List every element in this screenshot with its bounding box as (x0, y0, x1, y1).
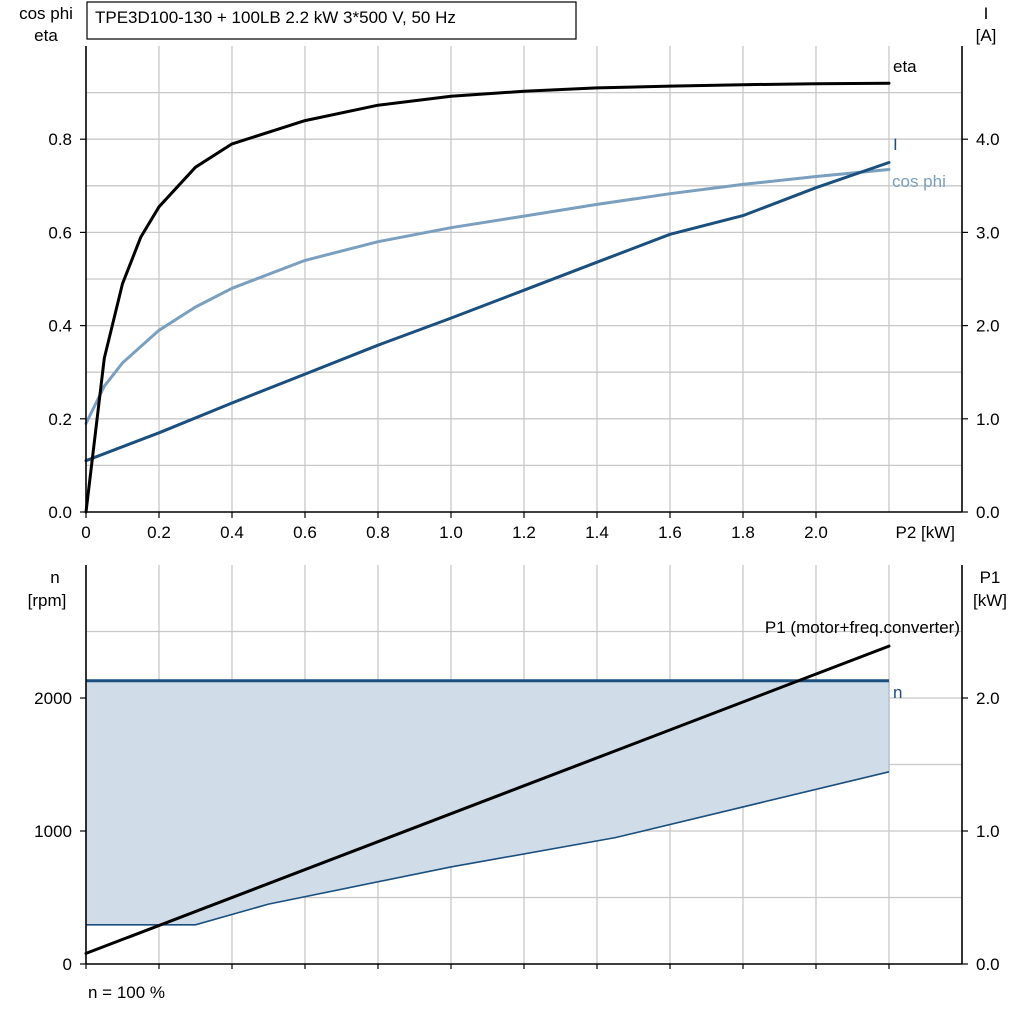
series-label-eta: eta (893, 57, 917, 76)
right-tick-label: 0.0 (976, 503, 1000, 522)
right-tick-label: 1.0 (976, 410, 1000, 429)
speed-range-fill (86, 680, 889, 925)
x-tick-label: 0.2 (147, 523, 171, 542)
title-box (86, 1, 577, 40)
labels: 0.0 0.2 0.4 0.6 0.8 0.0 1.0 2.0 3.0 4.0 0 0.2 0.4 0.6… (34, 130, 999, 974)
top-x-axis-label: P2 [kW] (895, 523, 955, 542)
top-chart-grid (86, 46, 962, 512)
top-right-axis-label-line2: [A] (976, 26, 997, 45)
x-tick-label: 0.8 (366, 523, 390, 542)
right-tick-label: 1.0 (976, 822, 1000, 841)
x-tick-label: 0 (81, 523, 90, 542)
footer-note: n = 100 % (88, 983, 165, 1002)
right-tick-label: 0.0 (976, 955, 1000, 974)
top-right-axis-label-line1: I (984, 4, 989, 23)
left-tick-label: 0.2 (48, 410, 72, 429)
series-label-p1: P1 (motor+freq.converter) (765, 618, 960, 637)
axes (80, 46, 968, 969)
left-tick-label: 0.0 (48, 503, 72, 522)
left-tick-label: 2000 (34, 689, 72, 708)
right-tick-label: 2.0 (976, 689, 1000, 708)
bottom-left-axis-label-line2: [rpm] (28, 591, 67, 610)
x-tick-label: 1.6 (658, 523, 682, 542)
left-tick-label: 1000 (34, 822, 72, 841)
x-tick-label: 2.0 (804, 523, 828, 542)
top-chart-series (84, 81, 891, 514)
series-line-cos-phi (84, 168, 891, 425)
top-left-axis-label-line1: cos phi (19, 4, 73, 23)
series-line-eta (84, 81, 891, 514)
series-label-current: I (893, 135, 898, 154)
left-tick-label: 0.4 (48, 317, 72, 336)
x-tick-label: 1.8 (731, 523, 755, 542)
chart-title: TPE3D100-130 + 100LB 2.2 kW 3*500 V, 50 … (95, 8, 456, 27)
series-line-p1 (84, 644, 891, 955)
bottom-right-axis-label-line1: P1 (980, 568, 1001, 587)
series-label-cos-phi: cos phi (892, 172, 946, 191)
right-tick-label: 3.0 (976, 223, 1000, 242)
right-tick-label: 4.0 (976, 130, 1000, 149)
series-label-speed: n (893, 683, 902, 702)
speed-min-line (86, 771, 890, 926)
x-tick-label: 0.6 (293, 523, 317, 542)
left-tick-label: 0.6 (48, 223, 72, 242)
bottom-right-axis-label-line2: [kW] (973, 591, 1007, 610)
left-tick-label: 0.8 (48, 130, 72, 149)
right-tick-label: 2.0 (976, 317, 1000, 336)
x-tick-label: 1.0 (439, 523, 463, 542)
speed-range-area (85, 680, 890, 925)
x-tick-label: 1.2 (512, 523, 536, 542)
left-tick-label: 0 (63, 955, 72, 974)
x-tick-label: 0.4 (220, 523, 244, 542)
x-tick-label: 1.4 (585, 523, 609, 542)
bottom-left-axis-label-line1: n (50, 568, 59, 587)
top-left-axis-label-line2: eta (34, 26, 58, 45)
series-line-i (84, 161, 891, 463)
bottom-chart-series (84, 644, 891, 955)
